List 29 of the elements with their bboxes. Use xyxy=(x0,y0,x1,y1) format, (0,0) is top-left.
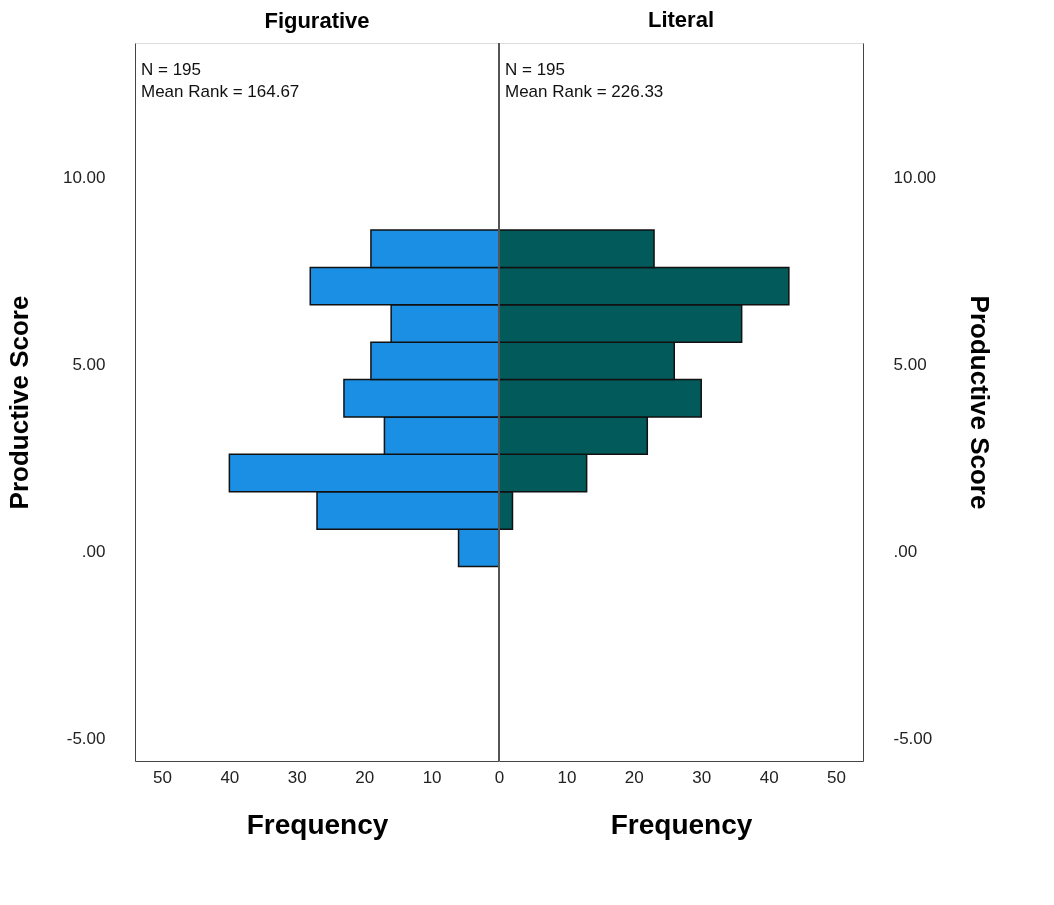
x-tick-label: 10 xyxy=(422,767,442,787)
y-tick-label: 10.00 xyxy=(893,168,937,188)
x-axis-title: Frequency xyxy=(610,808,753,840)
x-tick-label: 0 xyxy=(494,767,505,787)
x-tick-label: 30 xyxy=(287,767,307,787)
x-tick-label: 20 xyxy=(624,767,644,787)
y-axis-title: Productive Score xyxy=(965,295,996,510)
y-tick-label: 5.00 xyxy=(72,355,106,375)
x-tick-label: 30 xyxy=(692,767,712,787)
x-axis-title: Frequency xyxy=(246,808,389,840)
chart-title: Figurative xyxy=(264,8,370,33)
y-tick-label: -5.00 xyxy=(66,729,106,749)
y-tick-label: 5.00 xyxy=(893,355,927,375)
x-tick-label: 40 xyxy=(759,767,779,787)
x-tick-label: 20 xyxy=(355,767,375,787)
x-tick-label: 10 xyxy=(557,767,577,787)
x-tick-label: 50 xyxy=(153,767,172,787)
annotation: Mean Rank = 226.33 xyxy=(505,82,664,101)
y-tick-label: 10.00 xyxy=(62,168,106,188)
chart-title: Literal xyxy=(647,7,715,32)
x-tick-label: 40 xyxy=(220,767,240,787)
y-axis-title: Productive Score xyxy=(3,295,34,510)
y-tick-label: .00 xyxy=(81,542,106,562)
annotation: N = 195 xyxy=(141,60,202,79)
annotation: Mean Rank = 164.67 xyxy=(141,82,300,101)
y-tick-label: .00 xyxy=(893,542,918,562)
annotation: N = 195 xyxy=(505,60,566,79)
x-tick-label: 50 xyxy=(827,767,846,787)
y-tick-label: -5.00 xyxy=(893,729,933,749)
